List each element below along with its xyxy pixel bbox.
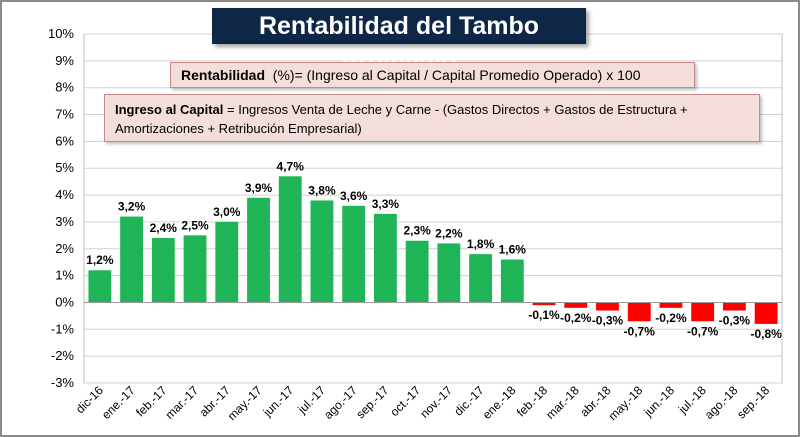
data-label: -0,3% (719, 314, 751, 328)
bar (278, 176, 302, 303)
y-tick-label: 7% (55, 107, 74, 122)
x-tick-label: sep.-17 (353, 383, 391, 421)
y-tick-label: 0% (55, 294, 74, 309)
data-label: 2,4% (150, 221, 178, 235)
bar (500, 259, 524, 303)
data-label: -0,2% (560, 311, 592, 325)
y-tick-label: 8% (55, 80, 74, 95)
x-tick-label: jun.-18 (641, 383, 678, 420)
bar (342, 205, 366, 303)
data-label: -0,3% (592, 314, 624, 328)
x-tick-label: ago.-18 (702, 383, 741, 422)
data-label: -0,2% (655, 311, 687, 325)
x-tick-label: ago.-17 (321, 383, 360, 422)
x-tick-label: mar.-18 (543, 383, 582, 422)
bar (247, 197, 270, 303)
bar (310, 200, 334, 303)
bar (437, 243, 461, 303)
y-tick-label: 4% (55, 187, 74, 202)
data-label: -0,8% (750, 327, 782, 341)
bar (564, 302, 588, 308)
x-tick-label: sep.-18 (734, 383, 772, 421)
bar (405, 240, 429, 303)
data-label: -0,1% (528, 308, 560, 322)
bar (659, 302, 683, 308)
bar (151, 238, 175, 303)
data-label: 3,6% (340, 189, 368, 203)
y-tick-label: 2% (55, 241, 74, 256)
data-label: 3,0% (213, 205, 241, 219)
bar (754, 302, 778, 324)
bar (691, 302, 715, 322)
ingreso-capital-definition: = Ingresos Venta de Leche y Carne - (Gas… (115, 102, 688, 136)
data-label: 4,7% (277, 159, 305, 173)
rentabilidad-term: Rentabilidad (181, 67, 266, 83)
bar (373, 213, 397, 303)
data-label: 3,2% (118, 200, 146, 214)
x-tick-label: oct.-17 (387, 383, 423, 419)
y-tick-label: -3% (51, 375, 75, 390)
y-tick-label: -1% (51, 321, 75, 336)
data-label: 1,6% (499, 243, 527, 257)
y-tick-label: 10% (48, 26, 74, 41)
bar (722, 302, 746, 311)
data-label: 3,9% (245, 181, 273, 195)
rentabilidad-definition: (%)= (Ingreso al Capital / Capital Prome… (272, 67, 641, 83)
bar (532, 302, 556, 306)
bar (627, 302, 651, 322)
data-label: 3,8% (308, 183, 336, 197)
y-tick-label: -2% (51, 348, 75, 363)
x-tick-label: nov.-17 (417, 383, 455, 421)
bar (469, 254, 493, 303)
data-label: 2,5% (181, 218, 209, 232)
ingreso-capital-term: Ingreso al Capital (115, 102, 224, 117)
bar (596, 302, 619, 311)
data-label: 1,8% (467, 237, 495, 251)
data-label: -0,7% (624, 324, 656, 338)
chart-title: Rentabilidad del Tambo Promedio (212, 8, 586, 76)
y-tick-label: 3% (55, 214, 74, 229)
data-label: 1,2% (86, 253, 114, 267)
x-tick-label: mar.-17 (162, 383, 201, 422)
data-label: -0,7% (687, 324, 719, 338)
x-tick-label: jun.-17 (260, 383, 297, 420)
data-label: 3,3% (372, 197, 400, 211)
data-label: 2,3% (403, 224, 431, 238)
bar (215, 221, 239, 303)
bar (183, 235, 207, 303)
x-tick-label: ene.-18 (480, 383, 519, 422)
y-tick-label: 9% (55, 53, 74, 68)
y-tick-label: 5% (55, 160, 74, 175)
rentabilidad-formula-box: Rentabilidad (%)= (Ingreso al Capital / … (170, 62, 695, 88)
x-tick-label: ene.-17 (99, 383, 138, 422)
y-tick-label: 1% (55, 268, 74, 283)
ingreso-capital-formula-box: Ingreso al Capital = Ingresos Venta de L… (104, 94, 760, 142)
bar (88, 270, 112, 303)
data-label: 2,2% (435, 226, 463, 240)
bar (120, 216, 144, 303)
y-tick-label: 6% (55, 133, 74, 148)
x-tick-label: may.-17 (225, 383, 265, 423)
x-tick-label: may.-18 (605, 383, 645, 423)
